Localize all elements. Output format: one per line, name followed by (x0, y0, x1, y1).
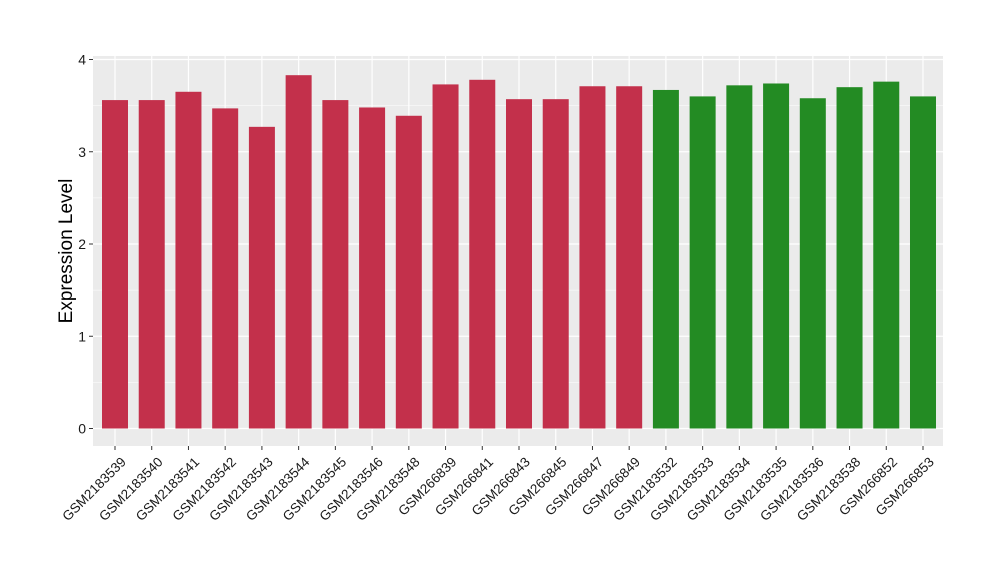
y-tick-label: 0 (78, 421, 86, 437)
bar-gsm2183533 (689, 96, 716, 429)
bar-gsm2183536 (799, 98, 826, 429)
bar-gsm2183535 (763, 83, 790, 429)
bar-gsm266839 (432, 84, 459, 429)
bar-gsm2183534 (726, 85, 753, 429)
bar-gsm266853 (909, 96, 936, 429)
x-tick-label: GSM2183534 (684, 454, 754, 524)
bar-gsm2183543 (248, 126, 275, 429)
y-tick-label: 2 (78, 236, 86, 252)
bar-gsm2183548 (395, 115, 422, 429)
bar-gsm2183538 (836, 87, 863, 429)
bar-gsm2183542 (212, 108, 239, 429)
bar-gsm266847 (579, 86, 606, 429)
bar-gsm2183541 (175, 91, 202, 429)
bar-gsm266841 (469, 79, 496, 429)
bar-gsm266849 (616, 86, 643, 429)
bar-gsm2183546 (359, 107, 386, 429)
y-tick-label: 4 (78, 52, 86, 68)
y-axis: 0 1 2 3 4 (78, 52, 93, 437)
bar-gsm2183545 (322, 100, 349, 429)
bar-gsm2183544 (285, 75, 312, 429)
bar-gsm266843 (505, 99, 532, 429)
bar-gsm2183539 (102, 100, 128, 429)
bar-gsm266852 (873, 81, 900, 429)
bar-gsm266845 (542, 99, 569, 429)
x-tick-label: GSM2183539 (59, 454, 129, 524)
bar-gsm2183532 (652, 89, 679, 429)
y-tick-label: 1 (78, 328, 86, 344)
bar-gsm2183540 (138, 100, 165, 429)
y-tick-label: 3 (78, 144, 86, 160)
x-axis: GSM2183539GSM2183540GSM2183541GSM2183542… (59, 446, 937, 524)
y-axis-title: Expression Level (56, 179, 77, 324)
bars (102, 75, 936, 429)
x-tick-label: GSM2183544 (243, 454, 313, 524)
